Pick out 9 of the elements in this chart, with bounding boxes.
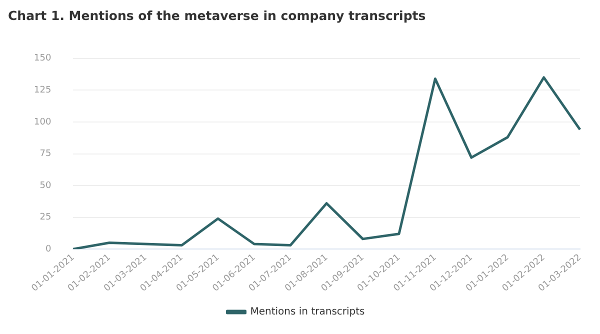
y-tick-label: 125: [34, 86, 52, 96]
y-tick-label: 25: [40, 212, 52, 223]
y-tick-label: 100: [34, 117, 52, 128]
y-tick-label: 0: [45, 244, 52, 254]
legend-label: Mentions in transcripts: [250, 306, 365, 318]
y-tick-label: 150: [34, 54, 52, 64]
y-tick-label: 75: [40, 149, 52, 160]
y-tick-label: 50: [40, 180, 52, 191]
chart-title: Chart 1. Mentions of the metaverse in company transcripts: [8, 8, 427, 23]
